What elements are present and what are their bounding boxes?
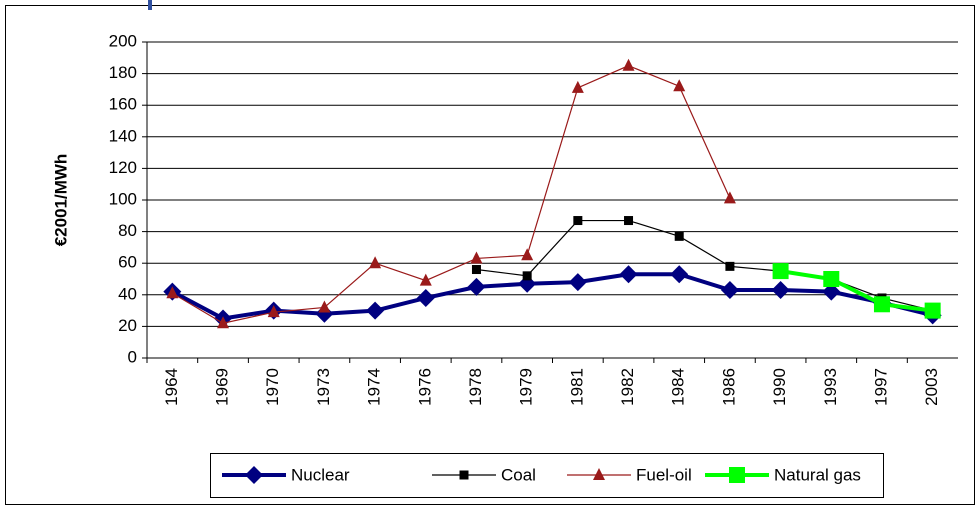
legend-marker [459,470,469,480]
marker [573,216,583,226]
marker [622,58,635,71]
marker [772,263,789,280]
marker [723,191,736,204]
x-tick-label: 1981 [567,368,586,406]
x-tick-label: 1969 [213,368,232,406]
marker [624,216,634,226]
y-tick-label: 160 [109,95,137,114]
x-tick-label: 1990 [770,368,789,406]
marker [771,281,790,300]
marker [366,301,385,320]
marker [416,288,435,307]
x-tick-label: 1982 [618,368,637,406]
y-tick-label: 0 [128,347,137,366]
marker [571,80,584,93]
marker [470,251,483,264]
y-tick-label: 120 [109,158,137,177]
legend-box [210,453,884,498]
y-tick-label: 100 [109,189,137,208]
marker [467,277,486,296]
marker [823,271,840,287]
legend-marker [245,466,263,484]
marker [873,296,890,313]
marker [318,300,331,313]
legend-label: Nuclear [291,465,350,484]
x-tick-label: 1976 [415,368,434,406]
series-line [172,65,731,324]
y-tick-label: 40 [118,284,137,303]
marker [725,261,735,271]
marker [521,248,534,261]
marker [166,286,179,299]
x-tick-label: 1986 [719,368,738,406]
marker [522,271,532,281]
y-tick-label: 180 [109,63,137,82]
marker [217,316,230,329]
legend-label: Coal [501,465,536,484]
marker [720,281,739,300]
marker [568,273,587,292]
legend-marker [729,467,745,483]
series-line [780,269,933,313]
x-tick-label: 1970 [263,368,282,406]
x-tick-label: 1974 [365,368,384,406]
legend-marker [593,468,605,480]
marker [673,79,686,92]
y-tick-label: 200 [109,31,137,50]
y-tick-label: 140 [109,126,137,145]
series-line [171,272,934,321]
marker [619,265,638,284]
chart-border [5,5,975,505]
marker [822,282,841,301]
x-tick-label: 1979 [517,368,536,406]
y-tick-label: 60 [118,253,137,272]
y-tick-label: 80 [118,221,137,240]
marker [419,273,432,286]
x-tick-label: 1984 [669,368,688,406]
marker [674,231,684,241]
x-tick-label: 1997 [871,368,890,406]
marker [369,256,382,269]
marker [924,302,941,319]
y-axis-label: €2001/MWh [51,154,70,247]
artifact [148,0,152,10]
x-tick-label: 2003 [922,368,941,406]
legend-label: Natural gas [774,465,861,484]
x-tick-label: 1978 [466,368,485,406]
x-tick-label: 1973 [314,368,333,406]
marker [267,305,280,318]
x-tick-label: 1964 [162,368,181,406]
x-tick-label: 1993 [821,368,840,406]
marker [670,265,689,284]
marker [471,265,481,275]
legend-label: Fuel-oil [636,465,692,484]
series-line [476,219,933,312]
marker [315,304,334,323]
y-tick-label: 20 [118,316,137,335]
